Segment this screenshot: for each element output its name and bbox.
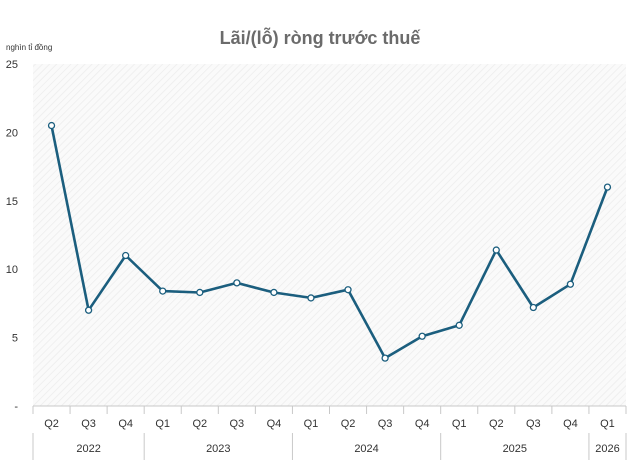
y-tick-label: 10	[6, 264, 18, 276]
x-tick-label: Q4	[563, 418, 578, 430]
data-point	[122, 251, 130, 260]
data-point	[344, 286, 352, 294]
y-tick-label: 5	[12, 333, 18, 345]
y-tick-label: 25	[6, 59, 18, 71]
x-tick-label: Q2	[44, 418, 59, 430]
x-tick-label: Q3	[81, 418, 96, 430]
year-group-label: 2023	[206, 443, 230, 455]
x-tick-label: Q4	[415, 418, 430, 430]
y-tick-label: 20	[6, 127, 18, 139]
x-tick-label: Q2	[489, 418, 504, 430]
data-point	[233, 279, 241, 287]
x-tick-label: Q3	[526, 418, 541, 430]
x-tick-label: Q1	[452, 418, 467, 430]
data-point	[492, 246, 500, 254]
x-tick-label: Q2	[192, 418, 207, 430]
data-point	[418, 332, 426, 340]
x-tick-label: Q4	[267, 418, 282, 430]
plot-background	[33, 64, 626, 406]
x-tick-label: Q1	[304, 418, 319, 430]
data-point	[196, 288, 204, 297]
data-point	[455, 321, 463, 329]
data-point	[529, 303, 537, 312]
data-point	[47, 121, 56, 130]
year-group-label: 2026	[595, 443, 619, 455]
x-tick-label: Q1	[155, 418, 170, 430]
data-point	[307, 294, 315, 302]
data-point	[270, 288, 278, 297]
unit-label: nghìn tỉ đồng	[6, 43, 52, 52]
x-tick-label: Q4	[118, 418, 133, 430]
data-point	[84, 306, 93, 314]
y-tick-label: -	[14, 401, 18, 413]
series-line	[50, 125, 609, 360]
x-tick-label: Q1	[600, 418, 615, 430]
x-tick-label: Q3	[378, 418, 393, 430]
y-tick-label: 15	[6, 196, 18, 208]
year-group-label: 2024	[354, 443, 378, 455]
year-group-label: 2022	[76, 443, 100, 455]
data-point	[381, 354, 389, 362]
year-group-label: 2025	[503, 443, 527, 455]
data-point	[603, 183, 612, 191]
data-point	[566, 280, 575, 288]
data-point	[159, 287, 167, 295]
x-tick-label: Q2	[341, 418, 356, 430]
x-tick-label: Q3	[230, 418, 245, 430]
chart-title: Lãi/(lỗ) ròng trước thuế	[220, 27, 422, 48]
